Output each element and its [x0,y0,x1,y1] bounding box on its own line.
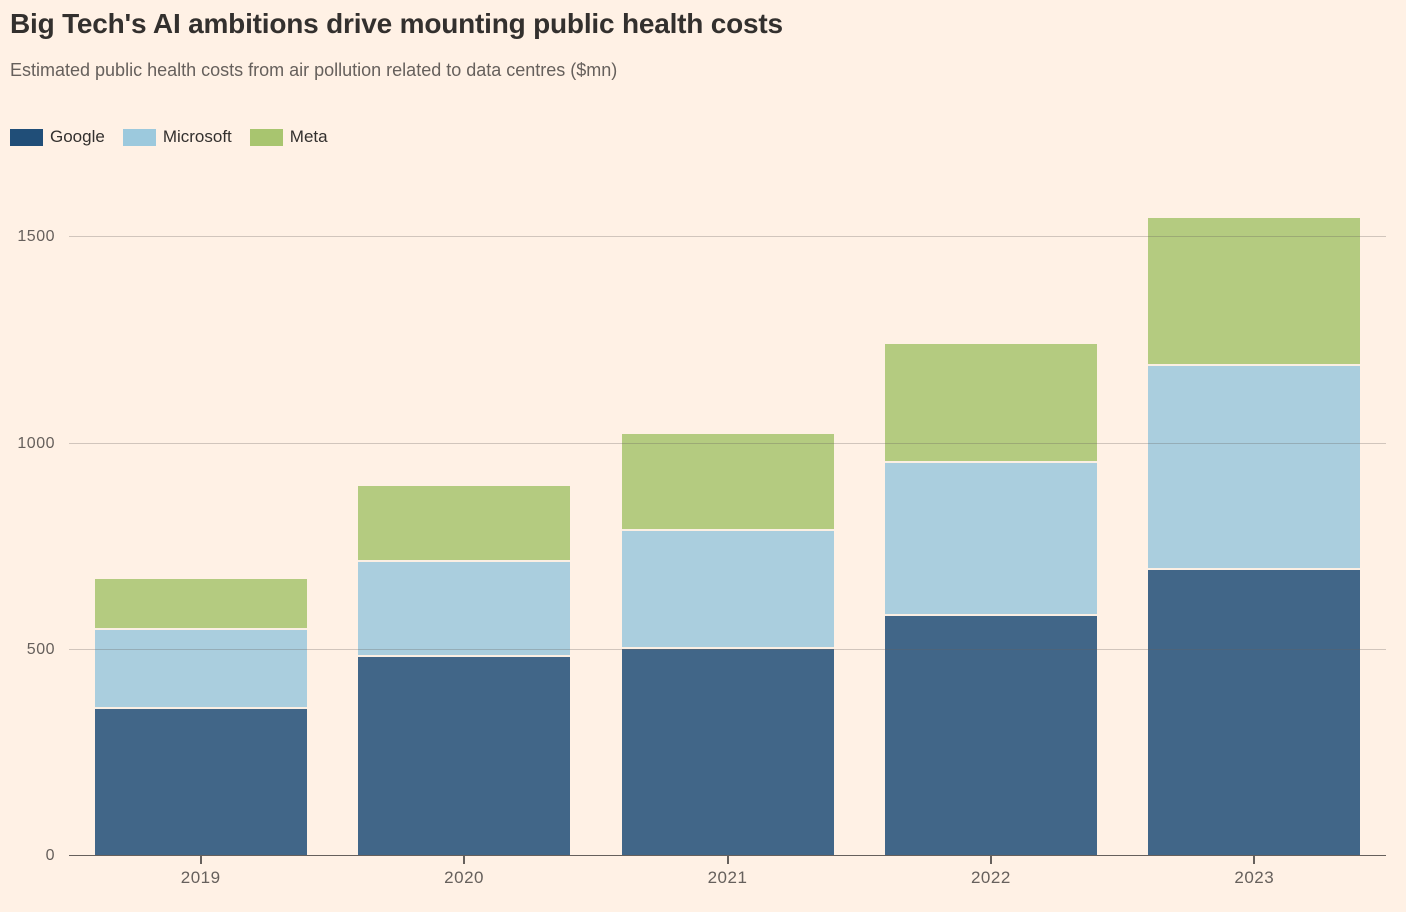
bar-2021 [621,434,834,855]
y-axis-tick-label: 1500 [17,228,55,246]
bar-segment-meta [1148,217,1361,367]
bar-segment-microsoft [358,562,571,657]
chart-subtitle: Estimated public health costs from air p… [10,60,618,80]
x-axis-label: 2019 [180,868,221,887]
bar-segment-google [94,708,307,855]
gridline-1500 [69,236,1386,238]
bar-segment-microsoft [884,463,1097,616]
chart-title: Big Tech's AI ambitions drive mounting p… [10,8,783,39]
legend-swatch-microsoft [122,129,156,146]
bar-segment-google [884,615,1097,855]
bar-segment-google [621,648,834,855]
x-axis-label: 2022 [970,868,1011,887]
bar-2023 [1148,217,1361,855]
legend-item-microsoft: Microsoft [122,127,232,147]
y-axis-tick-label: 1000 [17,434,55,452]
x-axis-line [69,855,1386,856]
x-axis-label: 2021 [707,868,748,887]
bar-segment-meta [358,485,571,563]
y-axis-tick-label: 0 [45,847,55,864]
legend: Google Microsoft Meta [10,127,328,147]
bar-2020 [358,485,571,855]
bar-segment-microsoft [94,630,307,709]
x-axis-tick [1253,856,1256,864]
bar-2022 [884,343,1097,855]
bar-segment-meta [884,343,1097,464]
legend-swatch-meta [249,129,283,146]
legend-item-label: Meta [289,127,328,146]
x-axis-tick [989,856,992,864]
x-axis-label: 2023 [1234,868,1275,887]
bar-segment-meta [94,578,307,631]
legend-swatch-google [10,129,43,146]
x-axis-tick [199,856,202,864]
x-axis-tick [726,856,729,864]
legend-item-meta: Meta [249,127,328,147]
gridline-1000 [69,442,1386,444]
bar-segment-microsoft [1148,366,1361,571]
gridline-500 [69,648,1386,650]
bar-2019 [94,578,307,855]
plot-area [69,196,1386,864]
legend-item-google: Google [10,127,105,147]
bar-segment-meta [621,434,834,532]
legend-item-label: Google [50,127,105,146]
bar-segment-google [358,657,571,855]
y-axis-tick-label: 500 [26,640,55,658]
legend-item-label: Microsoft [162,127,232,146]
x-axis-tick [463,856,466,864]
bar-segment-google [1148,570,1361,855]
x-axis-label: 2020 [444,868,484,887]
bar-segment-microsoft [621,531,834,649]
